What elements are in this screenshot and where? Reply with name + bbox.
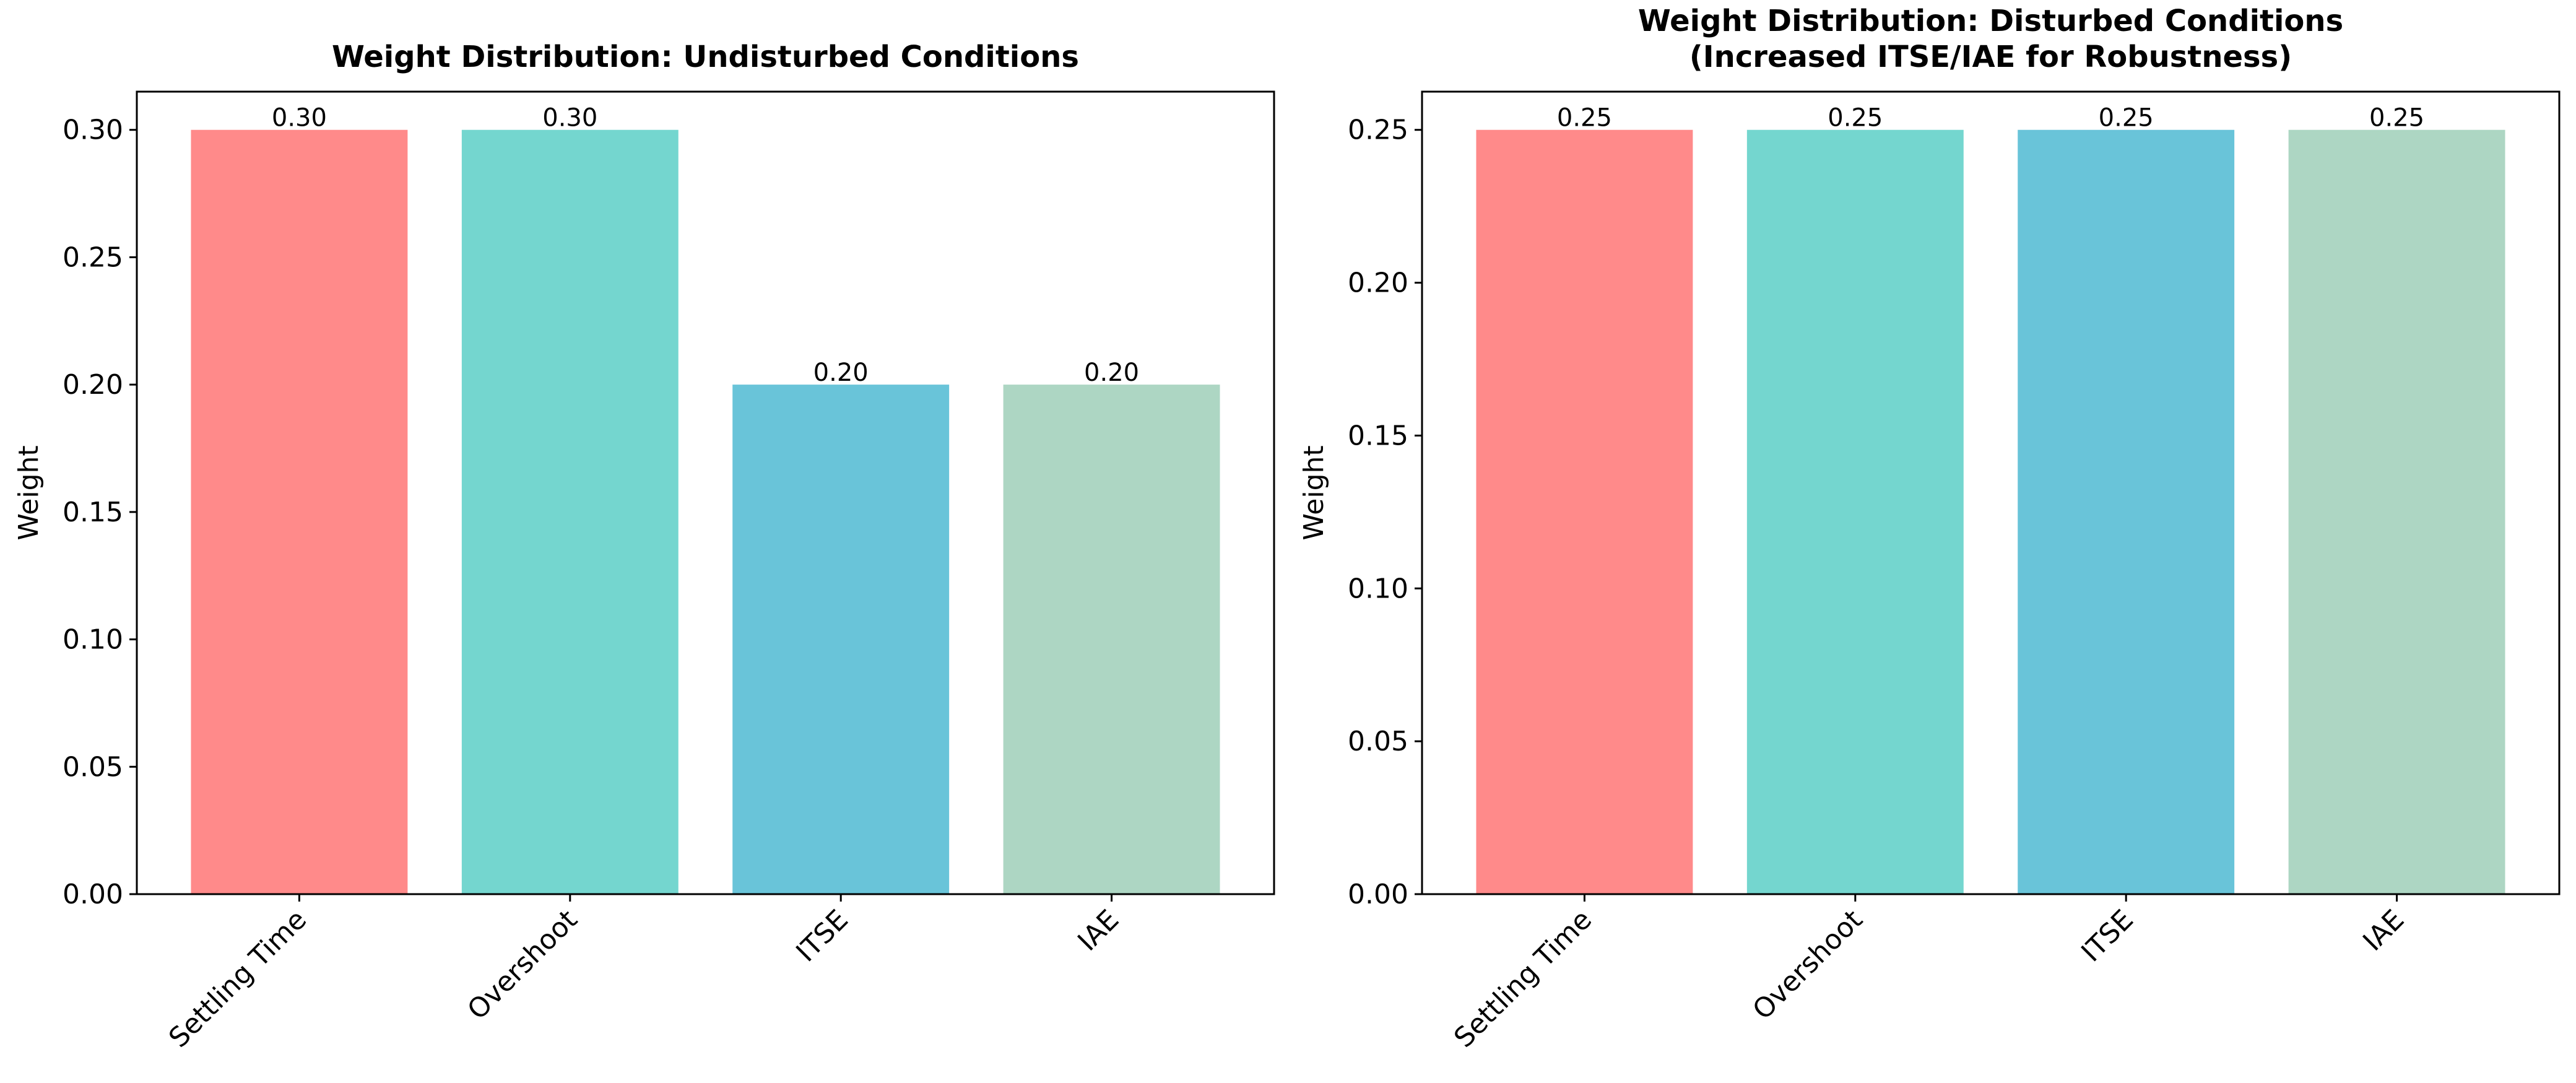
bar-itse xyxy=(732,385,950,894)
bar-iae xyxy=(1003,385,1220,894)
y-tick-label: 0.25 xyxy=(1348,115,1408,146)
plot-frame xyxy=(136,90,1275,895)
y-tick-label: 0.00 xyxy=(63,879,123,910)
y-tick-label: 0.20 xyxy=(1348,267,1408,299)
chart-disturbed: 0.25 0.25 0.25 0.25 0.00 0.05 0.10 0.15 0.20 0.25… xyxy=(1298,4,2561,1054)
y-tick-label: 0.20 xyxy=(63,369,123,401)
bar-value-label: 0.25 xyxy=(1828,104,1883,133)
bar-value-label: 0.20 xyxy=(813,359,869,387)
bar-itse xyxy=(2018,129,2235,895)
y-tick-label: 0.25 xyxy=(63,241,123,273)
bar-overshoot xyxy=(1746,129,1964,895)
y-tick-label: 0.05 xyxy=(1348,726,1408,757)
bar-settling-time xyxy=(191,129,408,895)
y-tick-label: 0.05 xyxy=(63,751,123,783)
bar-settling-time xyxy=(1476,129,1693,895)
bar-value-label: 0.20 xyxy=(1084,359,1139,387)
chart-title: Weight Distribution: Undisturbed Conditi… xyxy=(332,40,1079,74)
bar-overshoot xyxy=(461,129,679,895)
bar-value-label: 0.30 xyxy=(542,104,597,133)
y-tick-label: 0.15 xyxy=(1348,420,1408,451)
bar-value-label: 0.25 xyxy=(2099,104,2154,133)
y-tick-label: 0.10 xyxy=(63,624,123,656)
y-axis-label: Weight xyxy=(13,445,45,540)
chart-title: Weight Distribution: Disturbed Condition… xyxy=(1638,4,2343,74)
bar-value-label: 0.25 xyxy=(1557,104,1612,133)
y-tick-label: 0.30 xyxy=(63,115,123,146)
bar-value-label: 0.30 xyxy=(272,104,327,133)
bar-iae xyxy=(2288,129,2505,895)
bar-value-label: 0.25 xyxy=(2369,104,2424,133)
y-axis-label: Weight xyxy=(1298,445,1330,540)
y-tick-label: 0.15 xyxy=(63,497,123,528)
plot-frame xyxy=(1421,90,2561,895)
y-tick-label: 0.10 xyxy=(1348,573,1408,604)
y-tick-label: 0.00 xyxy=(1348,879,1408,910)
